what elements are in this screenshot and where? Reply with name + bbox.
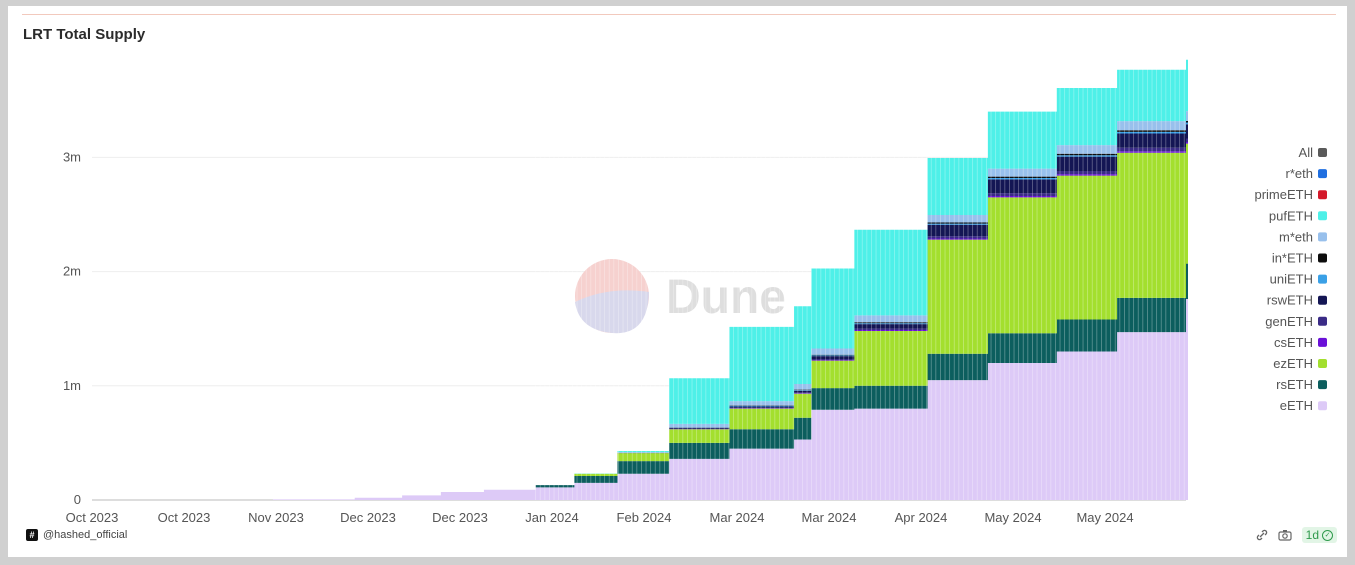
area-pufeth[interactable] [139, 59, 1189, 501]
link-icon[interactable] [1256, 529, 1268, 541]
legend-swatch [1318, 169, 1327, 179]
legend-item-rseth[interactable]: rsETH [1276, 377, 1327, 392]
dune-author-badge-icon: # [26, 529, 38, 541]
area-eeth[interactable] [139, 298, 1189, 500]
legend-label: eETH [1280, 398, 1313, 413]
y-tick-label: 2m [63, 264, 81, 279]
legend-item-meth[interactable]: m*eth [1279, 229, 1327, 244]
legend-item-ezeth[interactable]: ezETH [1273, 356, 1327, 371]
author-attribution[interactable]: # @hashed_official [26, 529, 127, 541]
legend-swatch [1318, 316, 1327, 326]
legend-label: m*eth [1279, 229, 1313, 244]
legend-label: in*ETH [1272, 251, 1313, 266]
area-rsweth[interactable] [139, 124, 1189, 500]
legend-label: r*eth [1286, 166, 1313, 181]
dune-watermark: Dune [575, 259, 786, 334]
x-tick-label: Apr 2024 [895, 510, 948, 525]
legend-label: ezETH [1273, 356, 1313, 371]
dune-watermark-logo-shade [575, 290, 649, 334]
chart-toolbar: 1d ✓ [1256, 527, 1337, 543]
legend-item-primeeth[interactable]: primeETH [1254, 187, 1327, 202]
chart-card: LRT Total Supply Dune 0 1m 2m 3m Oct 2023 Oct… [8, 6, 1347, 557]
x-tick-label: Feb 2024 [617, 510, 672, 525]
legend-swatch [1318, 401, 1327, 411]
refresh-interval-badge[interactable]: 1d ✓ [1301, 527, 1337, 543]
legend-swatch [1318, 148, 1327, 157]
chart-svg: Dune 0 1m 2m 3m Oct 2023 Oct 2023 Nov 2023 Dec … [63, 59, 1327, 525]
chart-title: LRT Total Supply [23, 26, 146, 43]
check-circle-icon: ✓ [1322, 529, 1333, 541]
y-tick-label: 1m [63, 378, 81, 393]
area-meth[interactable] [139, 111, 1189, 500]
interval-label: 1d [1305, 528, 1319, 542]
y-tick-label: 3m [63, 149, 81, 164]
legend-swatch [1318, 211, 1327, 221]
card-top-divider [22, 14, 1336, 15]
legend-label: rswETH [1267, 293, 1313, 308]
legend-label: genETH [1265, 314, 1313, 329]
legend-label: All [1299, 145, 1314, 160]
x-tick-label: May 2024 [984, 510, 1041, 525]
legend-swatch [1318, 274, 1327, 284]
legend-item-eeth[interactable]: eETH [1280, 398, 1327, 413]
legend-item-ineth[interactable]: in*ETH [1272, 251, 1327, 266]
legend-item-all[interactable]: All [1299, 145, 1327, 160]
legend-item-unieth[interactable]: uniETH [1270, 272, 1327, 287]
x-tick-label: Dec 2023 [340, 510, 396, 525]
legend-item-pufeth[interactable]: pufETH [1269, 208, 1327, 223]
x-tick-label: Nov 2023 [248, 510, 304, 525]
legend-label: csETH [1274, 335, 1313, 350]
legend-swatch [1318, 295, 1327, 305]
author-handle: @hashed_official [43, 529, 128, 541]
x-tick-label: Dec 2023 [432, 510, 488, 525]
camera-icon[interactable] [1278, 529, 1292, 541]
legend-swatch [1318, 190, 1327, 200]
legend-swatch [1318, 380, 1327, 390]
x-tick-label: Jan 2024 [525, 510, 579, 525]
legend-item-cseth[interactable]: csETH [1274, 335, 1327, 350]
legend-item-rsweth[interactable]: rswETH [1267, 293, 1327, 308]
legend-swatch [1318, 232, 1327, 242]
legend-swatch [1318, 253, 1327, 263]
x-tick-label: Mar 2024 [802, 510, 857, 525]
x-tick-label: Oct 2023 [66, 510, 119, 525]
legend-swatch [1318, 359, 1327, 368]
legend-label: primeETH [1254, 187, 1313, 202]
legend-label: pufETH [1269, 208, 1313, 223]
legend-swatch [1318, 337, 1327, 347]
x-tick-label: Oct 2023 [158, 510, 211, 525]
area-ezeth[interactable] [139, 143, 1189, 501]
legend-label: uniETH [1270, 272, 1313, 287]
legend-item-reth[interactable]: r*eth [1286, 166, 1327, 181]
dune-watermark-text: Dune [666, 271, 786, 324]
x-tick-label: Mar 2024 [710, 510, 765, 525]
legend-item-geneth[interactable]: genETH [1265, 314, 1327, 329]
legend-label: rsETH [1276, 377, 1313, 392]
x-tick-label: May 2024 [1076, 510, 1133, 525]
y-tick-label: 0 [74, 492, 81, 507]
